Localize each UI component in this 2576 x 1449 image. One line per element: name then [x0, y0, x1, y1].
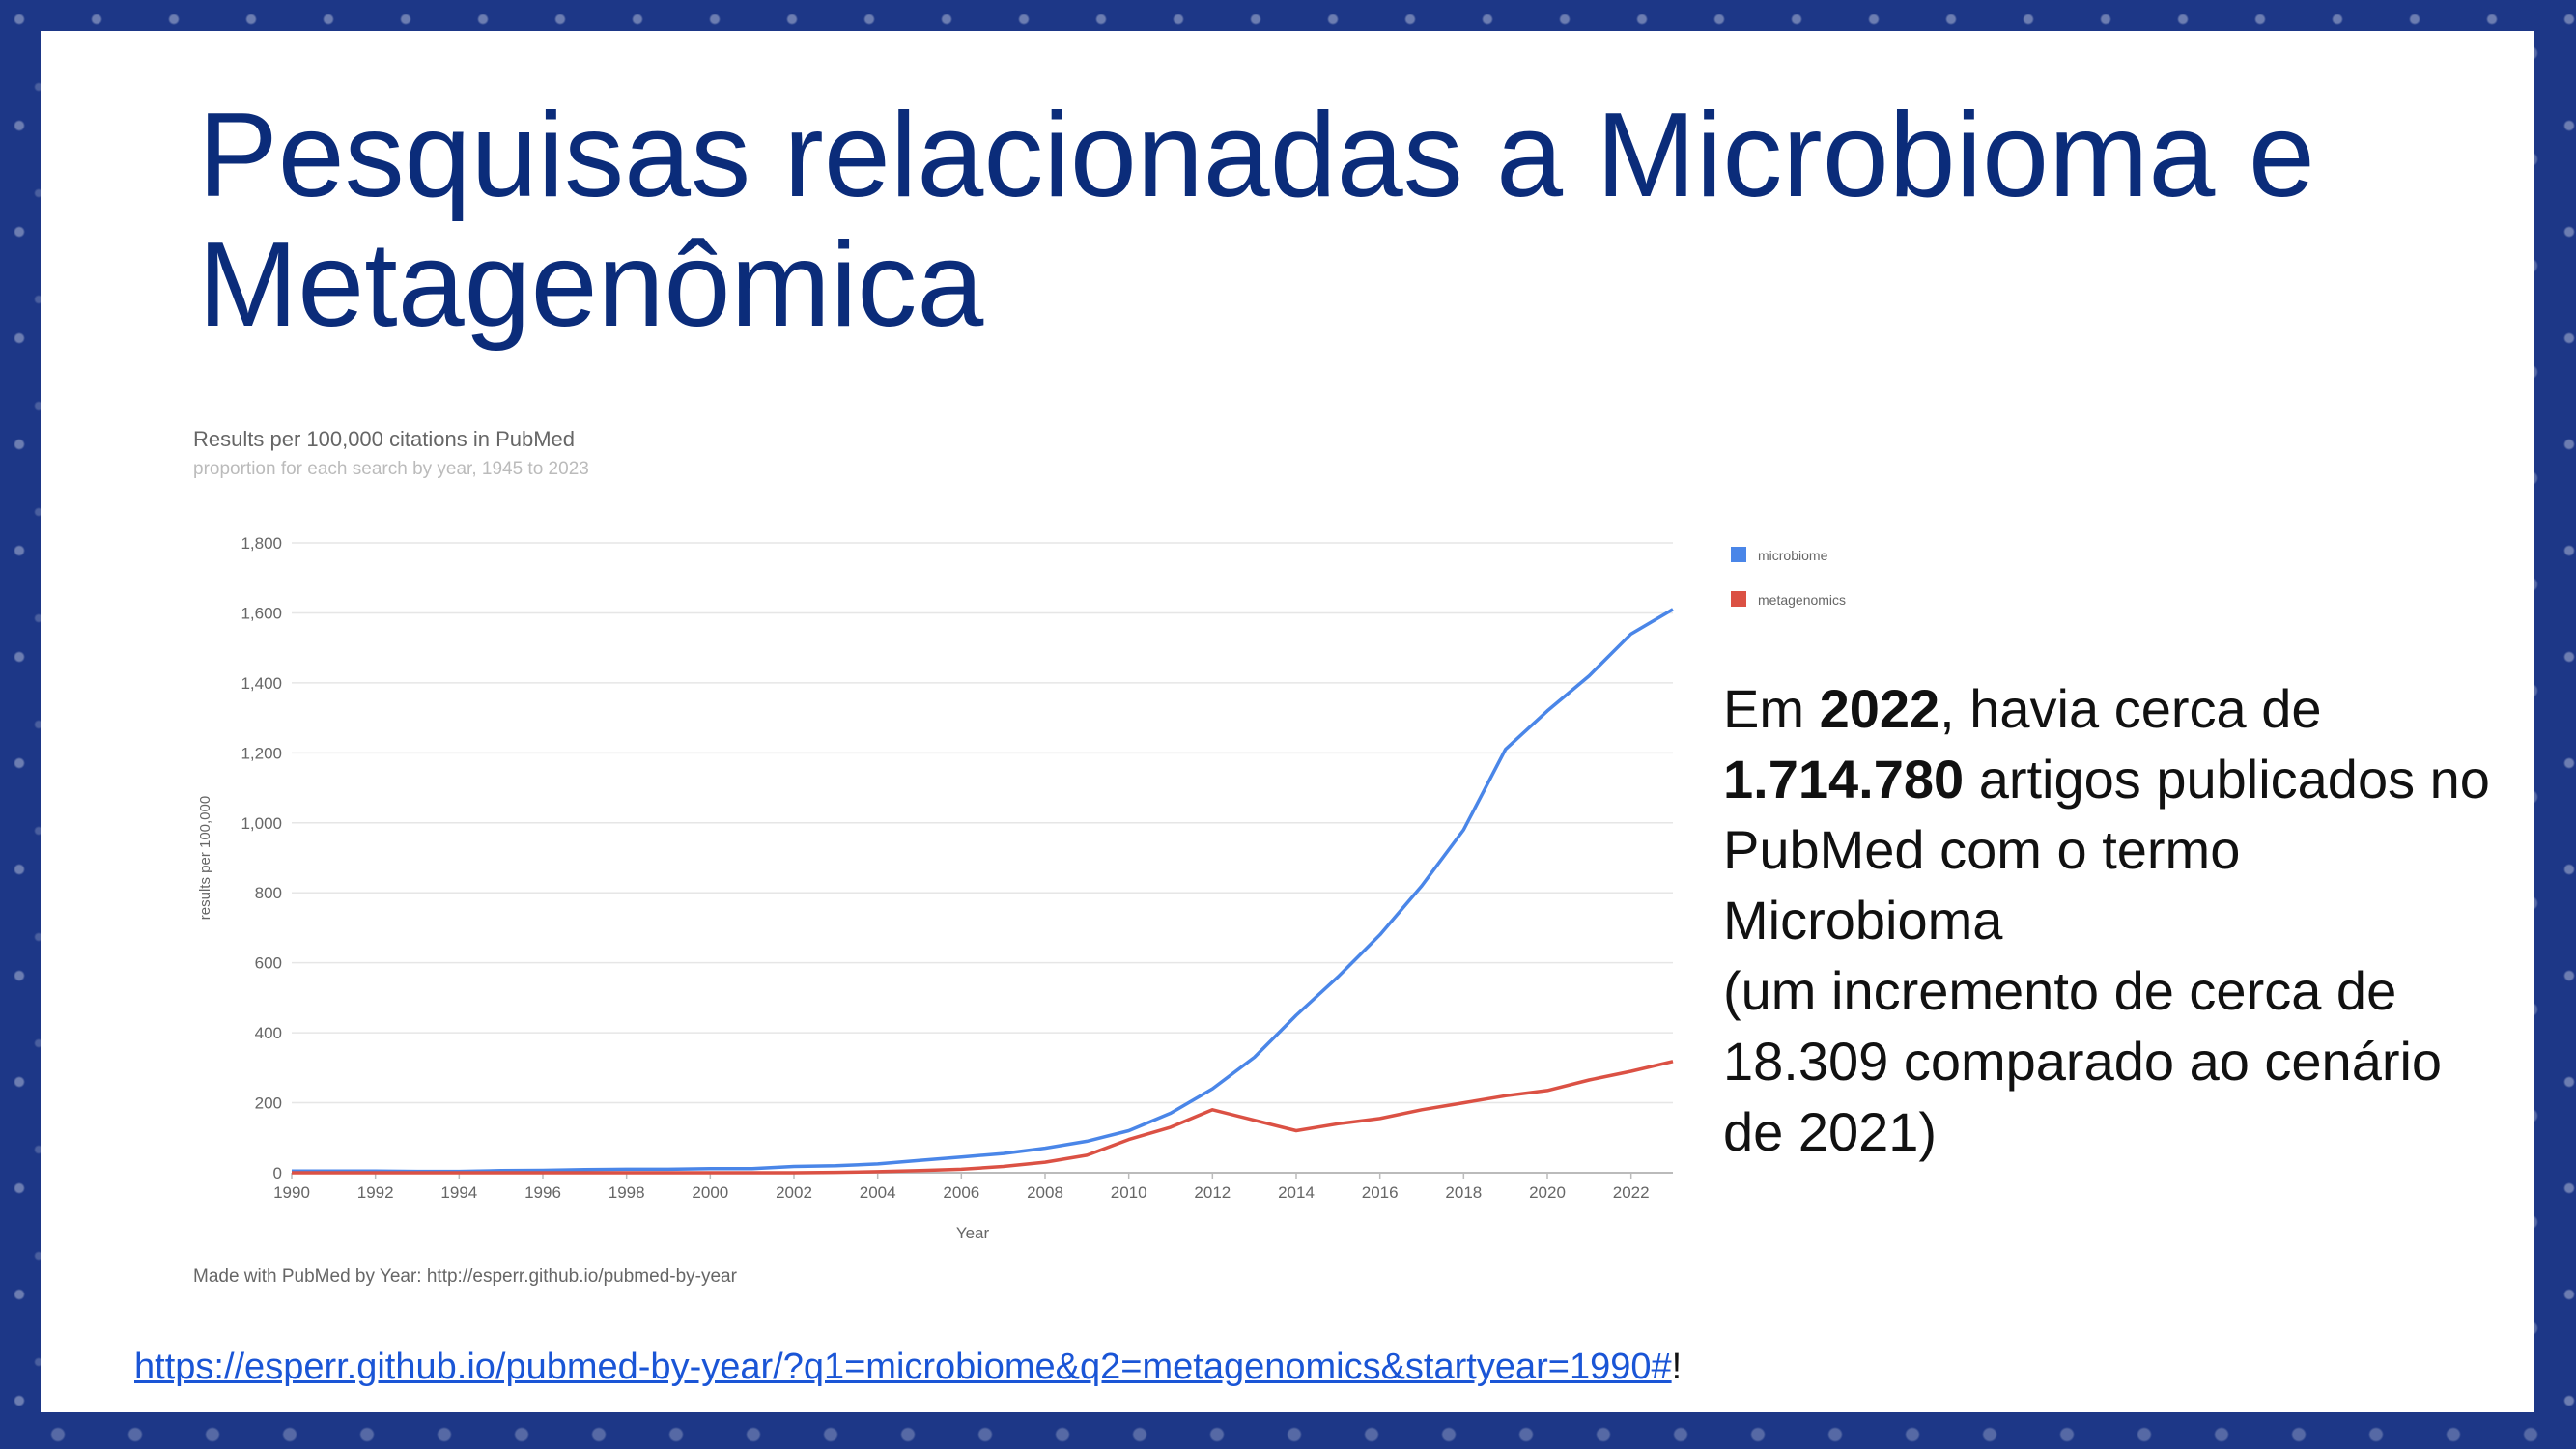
source-url-line: https://esperr.github.io/pubmed-by-year/…: [134, 1347, 1682, 1388]
chart-subtitle: proportion for each search by year, 1945…: [193, 459, 589, 479]
y-tick-label: 600: [255, 954, 282, 973]
slide-title: Pesquisas relacionadas a Microbioma e Me…: [198, 89, 2315, 352]
x-tick-label: 2002: [776, 1183, 812, 1202]
x-tick-label: 2000: [692, 1183, 728, 1202]
y-tick-label: 1,000: [241, 814, 282, 833]
x-tick-label: 2012: [1194, 1183, 1231, 1202]
summary-year: 2022: [1819, 678, 1940, 739]
gridlines: [292, 542, 1673, 1174]
x-tick-label: 2006: [943, 1183, 979, 1202]
x-tick-label: 2008: [1027, 1183, 1063, 1202]
x-tick-label: 1990: [273, 1183, 310, 1202]
chart-title: Results per 100,000 citations in PubMed: [193, 427, 575, 451]
x-tick-label: 2004: [860, 1183, 896, 1202]
summary-text-part: Em: [1723, 678, 1820, 739]
y-tick-label: 800: [255, 884, 282, 902]
legend-swatch-metagenomics: [1731, 591, 1746, 607]
summary-paragraph-2: (um incremento de cerca de 18.309 compar…: [1723, 960, 2443, 1162]
x-axis-label: Year: [956, 1224, 990, 1242]
y-tick-label: 1,800: [241, 534, 282, 553]
summary-paragraph-1: Em 2022, havia cerca de 1.714.780 artigo…: [1723, 673, 2515, 955]
url-suffix: !: [1671, 1347, 1683, 1387]
line-chart: Results per 100,000 citations in PubMed …: [193, 427, 1846, 1287]
series-line-metagenomics: [292, 1060, 1674, 1175]
x-axis-ticks: 1990 1992 1994 1996 1998 2000 2002 2004 2006 2008…: [273, 1173, 1650, 1202]
summary-article-count: 1.714.780: [1723, 749, 1965, 810]
y-axis-label: results per 100,000: [197, 796, 213, 920]
x-tick-label: 2010: [1111, 1183, 1147, 1202]
x-tick-label: 1998: [609, 1183, 645, 1202]
chart-legend: microbiome metagenomics: [1731, 547, 1846, 608]
y-tick-label: 200: [255, 1094, 282, 1113]
legend-label-microbiome: microbiome: [1758, 548, 1828, 563]
summary-text-part: , havia cerca de: [1939, 678, 2322, 739]
x-tick-label: 1994: [440, 1183, 477, 1202]
source-url-link[interactable]: https://esperr.github.io/pubmed-by-year/…: [134, 1347, 1672, 1387]
y-tick-label: 400: [255, 1024, 282, 1042]
series-line-microbiome: [292, 608, 1674, 1174]
x-tick-label: 2016: [1362, 1183, 1399, 1202]
summary-text-part: artigos publicados no PubMed com o termo…: [1723, 749, 2490, 951]
chart-container: Results per 100,000 citations in PubMed …: [137, 388, 1972, 1306]
summary-text: Em 2022, havia cerca de 1.714.780 artigo…: [1723, 673, 2515, 1167]
y-tick-label: 1,400: [241, 674, 282, 693]
x-tick-label: 2022: [1613, 1183, 1650, 1202]
chart-footer: Made with PubMed by Year: http://esperr.…: [193, 1266, 738, 1287]
slide: Pesquisas relacionadas a Microbioma e Me…: [41, 31, 2534, 1412]
legend-label-metagenomics: metagenomics: [1758, 592, 1846, 608]
x-tick-label: 2020: [1529, 1183, 1566, 1202]
x-tick-label: 2014: [1278, 1183, 1315, 1202]
y-tick-label: 0: [273, 1164, 282, 1182]
x-tick-label: 1992: [357, 1183, 394, 1202]
x-tick-label: 1996: [524, 1183, 561, 1202]
y-axis-ticks: 0 200 400 600 800 1,000 1,200 1,400 1,600 1,800: [241, 534, 282, 1182]
legend-swatch-microbiome: [1731, 547, 1746, 562]
y-tick-label: 1,200: [241, 744, 282, 762]
series-lines: [292, 608, 1674, 1175]
y-tick-label: 1,600: [241, 604, 282, 622]
x-tick-label: 2018: [1445, 1183, 1482, 1202]
